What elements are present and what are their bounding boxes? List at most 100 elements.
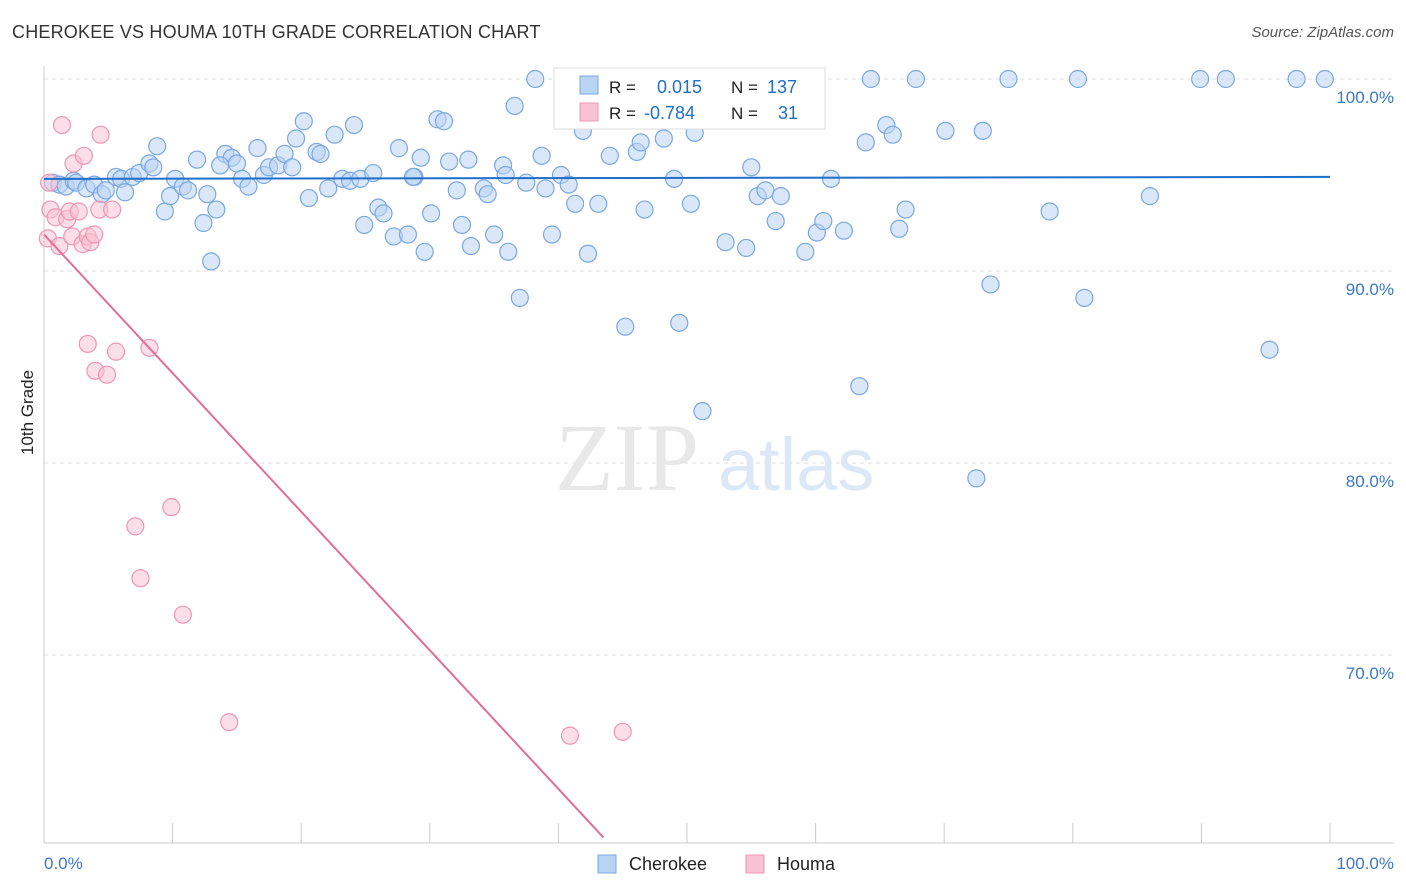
cherokee-point-48 <box>355 215 374 235</box>
cherokee-point-119 <box>981 275 1000 294</box>
cherokee-point-118 <box>973 121 992 140</box>
cherokee-point-112 <box>883 125 902 144</box>
cherokee-point-43 <box>325 125 344 144</box>
watermark-zip: ZIP <box>555 404 699 511</box>
cherokee-point-35 <box>275 144 294 163</box>
cherokee-point-21 <box>178 181 198 200</box>
houma-point-15 <box>78 334 97 354</box>
houma-point-29 <box>560 726 580 745</box>
cherokee-point-42 <box>319 179 338 198</box>
cherokee-point-122 <box>1068 69 1088 89</box>
cherokee-point-16 <box>148 137 167 156</box>
cherokee-point-60 <box>434 112 454 131</box>
houma-point-24 <box>131 569 150 588</box>
cherokee-point-67 <box>478 185 497 204</box>
cherokee-point-74 <box>526 69 545 89</box>
legend-n-label-2: N = <box>731 104 758 123</box>
cherokee-point-77 <box>542 225 562 244</box>
cherokee-point-31 <box>248 139 267 158</box>
cherokee-point-101 <box>756 181 775 200</box>
cherokee-point-72 <box>510 288 529 307</box>
cherokee-point-36 <box>283 158 302 177</box>
houma-point-21 <box>103 200 122 219</box>
cherokee-point-102 <box>766 211 785 231</box>
cherokee-point-49 <box>364 163 383 183</box>
cherokee-point-22 <box>187 150 207 169</box>
houma-point-5 <box>52 115 72 135</box>
cherokee-point-57 <box>415 242 434 261</box>
cherokee-point-96 <box>693 402 712 421</box>
houma-point-19 <box>91 125 110 144</box>
stats-legend: R = 0.015 N = 137 R = -0.784 N = 31 <box>553 67 826 130</box>
x-tick-labels: 0.0% 100.0% <box>44 854 1394 873</box>
chart-source: Source: ZipAtlas.com <box>1251 24 1394 41</box>
bottom-legend-label-cherokee: Cherokee <box>629 854 707 874</box>
cherokee-point-84 <box>589 194 608 213</box>
houma-point-1 <box>40 173 59 192</box>
watermark: ZIP atlas <box>555 404 874 511</box>
cherokee-point-98 <box>737 238 756 258</box>
cherokee-point-87 <box>616 317 635 336</box>
gridlines <box>44 78 1394 656</box>
cherokee-trend-line <box>43 175 1331 180</box>
cherokee-point-80 <box>566 194 585 213</box>
cherokee-point-8 <box>96 181 115 200</box>
cherokee-point-114 <box>896 200 915 219</box>
cherokee-point-99 <box>742 158 761 177</box>
cherokee-point-127 <box>1260 340 1279 359</box>
legend-r-value-2: -0.784 <box>644 103 695 123</box>
cherokee-point-53 <box>389 139 409 158</box>
y-tick-label-70: 70.0% <box>1346 664 1394 683</box>
cherokee-point-17 <box>155 202 174 221</box>
cherokee-point-128 <box>1287 69 1306 89</box>
cherokee-points <box>43 69 1334 488</box>
cherokee-point-39 <box>299 188 319 208</box>
houma-points <box>38 115 632 745</box>
y-axis-label: 10th Grade <box>18 369 37 455</box>
legend-swatch-houma <box>579 102 599 122</box>
cherokee-point-108 <box>834 221 853 240</box>
cherokee-point-24 <box>202 252 221 271</box>
cherokee-point-76 <box>536 179 555 198</box>
cherokee-point-91 <box>654 129 673 148</box>
houma-point-10 <box>69 202 88 221</box>
x-tick-label-left: 0.0% <box>44 854 83 873</box>
legend-n-value-2: 31 <box>778 103 798 123</box>
cherokee-point-133 <box>635 200 654 219</box>
houma-point-27 <box>173 605 192 624</box>
cherokee-point-104 <box>796 242 815 261</box>
cherokee-point-46 <box>344 115 364 135</box>
cherokee-point-107 <box>821 169 841 188</box>
legend-swatch-cherokee <box>579 75 599 95</box>
cherokee-point-109 <box>850 377 869 396</box>
cherokee-point-28 <box>227 154 246 173</box>
bottom-legend: Cherokee Houma <box>597 854 836 874</box>
cherokee-point-124 <box>1140 187 1160 206</box>
cherokee-point-117 <box>967 469 986 488</box>
cherokee-point-130 <box>771 187 790 206</box>
x-tick-label-right: 100.0% <box>1336 854 1394 873</box>
cherokee-point-126 <box>1216 69 1235 89</box>
houma-point-20 <box>97 365 117 384</box>
cherokee-point-110 <box>861 69 880 89</box>
houma-point-12 <box>74 146 93 165</box>
y-tick-label-80: 80.0% <box>1346 472 1394 491</box>
houma-point-28 <box>220 713 239 732</box>
cherokee-point-94 <box>681 194 700 213</box>
cherokee-point-64 <box>459 150 478 169</box>
cherokee-point-131 <box>856 133 875 152</box>
y-tick-label-100: 100.0% <box>1336 88 1394 107</box>
legend-r-value-1: 0.015 <box>657 77 702 97</box>
legend-r-label-2: R = <box>609 104 636 123</box>
cherokee-point-68 <box>485 225 504 244</box>
cherokee-point-82 <box>578 244 598 263</box>
cherokee-point-38 <box>294 112 313 131</box>
cherokee-point-73 <box>517 173 536 192</box>
bottom-legend-label-houma: Houma <box>777 854 836 874</box>
y-tick-label-90: 90.0% <box>1346 280 1394 299</box>
houma-point-26 <box>162 498 181 517</box>
chart-title: CHEROKEE VS HOUMA 10TH GRADE CORRELATION… <box>12 22 541 42</box>
cherokee-point-115 <box>906 69 926 89</box>
cherokee-point-71 <box>505 96 524 115</box>
